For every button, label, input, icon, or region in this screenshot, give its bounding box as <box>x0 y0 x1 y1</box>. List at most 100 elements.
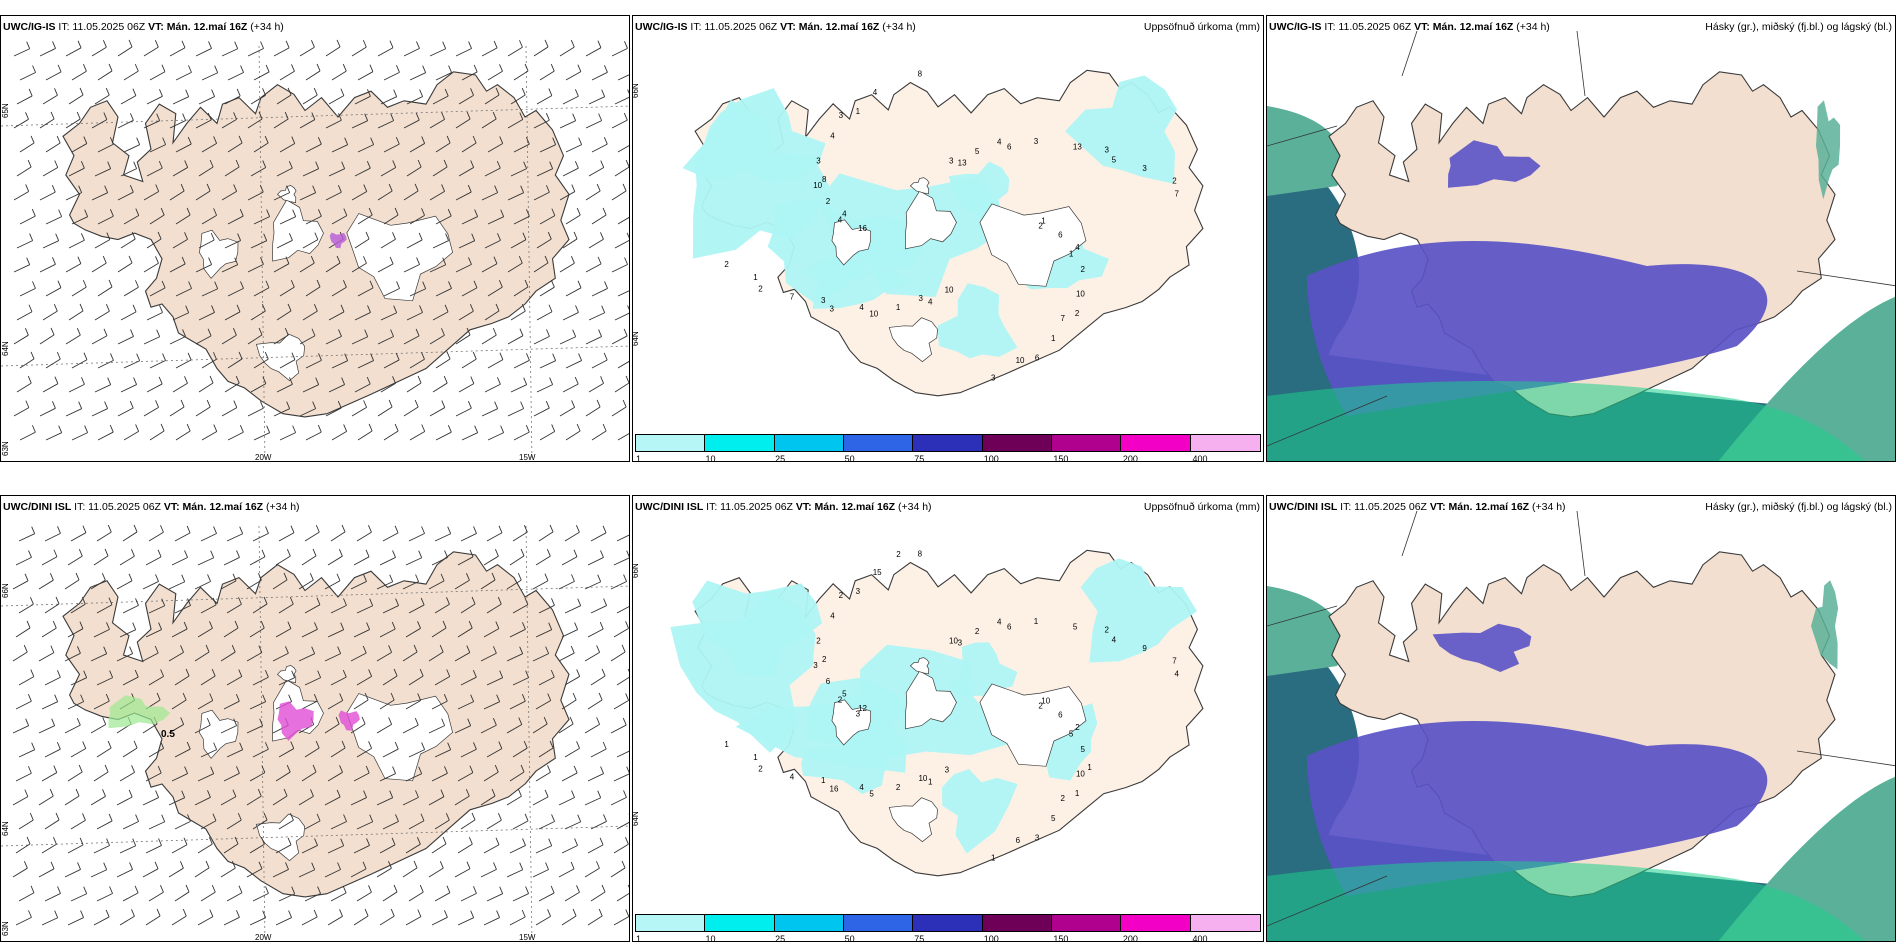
wind-barb-flag <box>238 669 243 677</box>
wind-barb-flag <box>390 329 394 337</box>
wind-barb <box>533 262 549 273</box>
wind-barb-flag <box>108 597 113 605</box>
wind-barb <box>91 192 108 201</box>
wind-barb-flag <box>523 740 528 749</box>
wind-barb-flag <box>496 377 501 385</box>
lon-label: 20W <box>255 453 272 462</box>
wind-barb <box>68 310 84 321</box>
wind-barb-flag <box>181 256 186 265</box>
wind-barb <box>454 795 470 806</box>
wind-barb-flag <box>339 765 343 773</box>
wind-barb-flag <box>30 669 35 677</box>
wind-barb-flag <box>519 40 523 48</box>
wind-barb <box>457 843 473 854</box>
wind-barb <box>123 215 139 225</box>
precip-value-label: 5 <box>1112 156 1117 165</box>
wind-barb <box>461 142 477 153</box>
wind-barb-flag <box>526 353 530 361</box>
panel-header: UWC/IG-IS IT: 11.05.2025 06Z VT: Mán. 12… <box>635 21 916 33</box>
wind-barb <box>200 604 217 614</box>
wind-barb-flag <box>258 645 263 653</box>
wind-barb <box>16 382 32 393</box>
wind-barb-flag <box>492 646 497 654</box>
wind-barb-flag <box>571 256 575 264</box>
wind-barb-flag <box>395 598 399 606</box>
wind-barb-flag <box>421 526 425 534</box>
wind-barb <box>122 604 139 614</box>
wind-barb <box>327 555 343 566</box>
wind-barb-flag <box>339 909 343 917</box>
wind-barb <box>94 384 111 393</box>
wind-barb <box>171 628 188 638</box>
wind-barb <box>148 675 164 686</box>
wind-barb <box>402 724 419 734</box>
wind-barb <box>39 48 56 57</box>
lat-label: 66N <box>632 83 640 98</box>
wind-barb <box>435 431 452 441</box>
wind-barb-flag <box>154 861 159 869</box>
precip-area <box>942 769 1018 854</box>
precip-value-label: 9 <box>1142 644 1147 653</box>
wind-barb <box>171 915 187 926</box>
wind-barb <box>175 214 191 225</box>
wind-barb <box>379 557 396 566</box>
wind-barb-flag <box>105 909 110 918</box>
wind-barb-flag <box>135 424 140 432</box>
wind-barb-flag <box>262 694 267 702</box>
wind-barb-flag <box>625 909 629 917</box>
wind-barb <box>97 359 114 369</box>
wind-barb-flag <box>495 87 500 96</box>
wind-barb-flag <box>292 425 297 433</box>
wind-barb <box>432 166 448 177</box>
wind-barb-flag <box>209 375 214 384</box>
wind-barb <box>90 724 106 734</box>
wind-barb-flag <box>25 112 29 120</box>
wind-barb-flag <box>393 884 398 893</box>
wind-barb <box>409 72 426 81</box>
boundary-line <box>1576 510 1586 577</box>
wind-barb <box>175 359 192 369</box>
wind-barb-flag <box>206 717 211 726</box>
wind-barb <box>91 408 108 417</box>
wind-barb <box>405 843 421 854</box>
wind-barb <box>591 430 607 441</box>
wind-barb-flag <box>390 908 395 917</box>
wind-barb-flag <box>262 910 267 918</box>
wind-barb <box>145 556 162 566</box>
wind-barb-flag <box>603 814 607 822</box>
wind-barb-flag <box>545 862 549 870</box>
wind-barb <box>272 869 289 878</box>
wind-barb-flag <box>574 838 578 846</box>
wind-barb <box>324 796 341 806</box>
wind-barb <box>278 532 295 542</box>
wind-barb-flag <box>81 596 86 605</box>
wind-barb <box>148 891 164 902</box>
wind-barb-flag <box>389 790 394 798</box>
wind-barb-flag <box>185 668 190 677</box>
wind-barb-flag <box>390 113 395 121</box>
wind-barb-flag <box>545 185 550 193</box>
wind-barb <box>585 263 602 273</box>
wind-barb-flag <box>447 526 452 534</box>
wind-barb-flag <box>548 88 553 96</box>
wind-barb-flag <box>188 281 192 289</box>
wind-barb-flag <box>448 65 452 73</box>
wind-barb <box>148 821 165 830</box>
wind-barb <box>221 264 238 273</box>
wind-barb <box>614 312 629 321</box>
wind-barb <box>325 262 341 273</box>
cloud-streak <box>1816 100 1841 200</box>
wind-barb-flag <box>133 161 138 169</box>
wind-barb <box>481 47 498 57</box>
colorbar-tick-label: 75 <box>914 934 925 942</box>
wind-barb-flag <box>30 135 35 144</box>
wind-barb-flag <box>75 572 80 581</box>
wind-barb <box>305 359 322 369</box>
wind-barb-flag <box>209 909 214 917</box>
wind-barb-flag <box>471 596 476 605</box>
wind-barb <box>301 555 317 566</box>
valid-time: VT: Mán. 12.maí 16Z <box>780 21 880 33</box>
panel-title: Uppsöfnuð úrkoma (mm) <box>1143 21 1260 33</box>
wind-barb-flag <box>416 41 420 49</box>
precip-value-label: 15 <box>873 568 882 577</box>
